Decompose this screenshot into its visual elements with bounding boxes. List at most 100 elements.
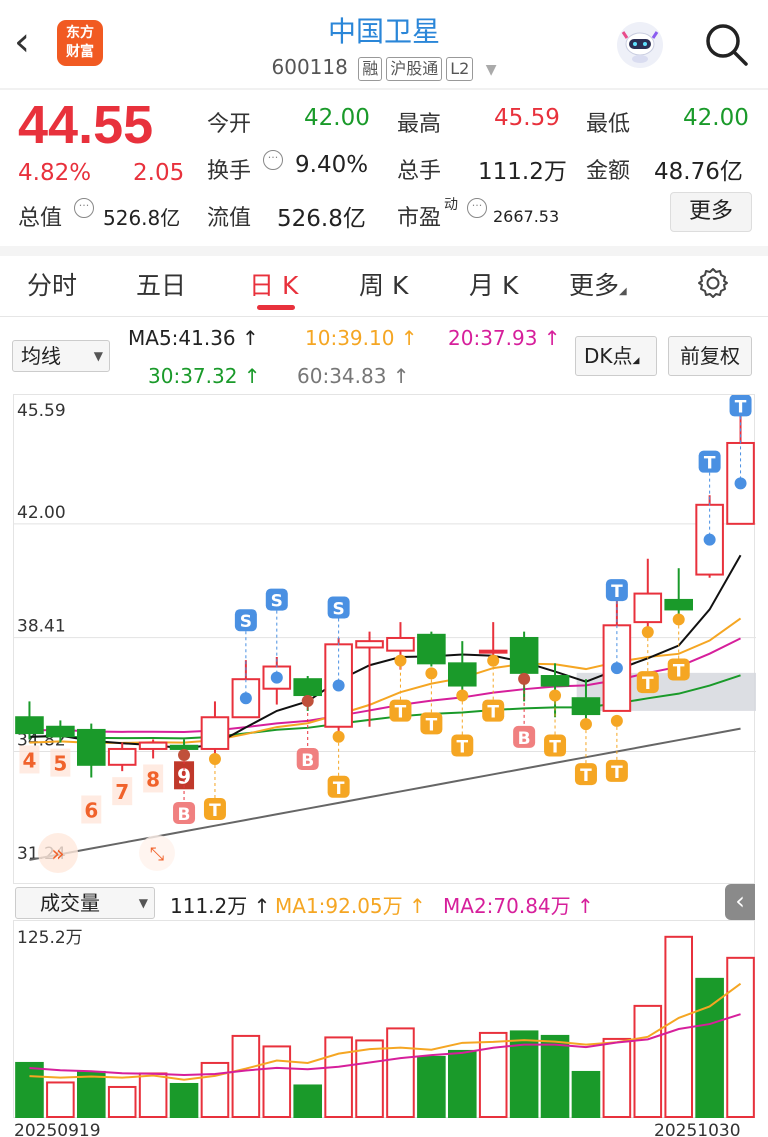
volume-bar: [200, 1061, 230, 1118]
candle-body: [200, 716, 230, 750]
volume-bar: [15, 1061, 44, 1118]
tab-more[interactable]: 更多◢: [569, 266, 627, 302]
signal-dot: [610, 662, 623, 675]
signal-dot: [703, 533, 716, 546]
mktcap-value: 526.8亿: [103, 206, 181, 230]
dk-number: 8: [146, 767, 160, 791]
sell-signal-badge-bg: [234, 609, 257, 632]
signal-dot: [178, 748, 191, 761]
change-amount: 2.05: [133, 160, 185, 186]
corner-triangle-icon: ◢: [632, 356, 640, 366]
active-tab-indicator: [257, 305, 295, 310]
dk-number: 6: [84, 798, 98, 822]
signal-dot: [394, 654, 407, 667]
take-signal-badge-bg: [574, 763, 597, 786]
more-button[interactable]: 更多: [670, 192, 752, 232]
volume-bar: [76, 1070, 106, 1118]
volume-bar: [726, 956, 755, 1118]
volume-selector-label: 成交量: [40, 891, 100, 915]
candle-body: [15, 716, 44, 735]
vol-ma2-text: MA2:70.84万: [443, 894, 571, 918]
dk-number: 5: [53, 752, 67, 776]
buy-signal-badge: B: [301, 751, 314, 771]
volume-chart: 125.2万: [13, 920, 755, 1119]
assistant-avatar[interactable]: [617, 22, 663, 68]
y-axis-label: 42.00: [17, 503, 66, 523]
amount-label: 金额: [586, 159, 631, 184]
tag-margin: 融: [358, 57, 383, 81]
volume-bar: [478, 1031, 508, 1118]
dk-point-button[interactable]: DK点◢: [575, 336, 657, 376]
vol-ma1-text: MA1:92.05万: [275, 894, 403, 918]
signal-dot: [641, 626, 654, 639]
candle-body: [478, 649, 508, 654]
turnover-value: 9.40%: [295, 152, 369, 178]
adjust-button[interactable]: 前复权: [668, 336, 752, 376]
logo-text: 东方: [66, 25, 94, 41]
candle-body: [509, 636, 539, 674]
volume-svg: 125.2万: [15, 928, 755, 1119]
sell-signal-badge-bg: [327, 596, 350, 619]
expand-icon: ⤡: [150, 844, 164, 865]
sell-signal-badge-bg: [698, 450, 721, 473]
signal-dot: [610, 714, 623, 727]
float-value: 526.8亿: [277, 206, 366, 232]
volume-bar: [46, 1081, 75, 1118]
take-signal-badge: T: [456, 738, 468, 758]
volume-label: 总手: [397, 159, 442, 184]
stock-name: 中国卫星: [327, 15, 440, 48]
high-label: 最高: [397, 112, 442, 137]
dk-number: 4: [22, 748, 36, 772]
divider: [0, 316, 768, 317]
tab-weekly-k[interactable]: 周 K: [359, 271, 409, 300]
info-icon[interactable]: ···: [467, 198, 487, 218]
buy-signal-badge-bg: [513, 725, 536, 748]
volume-bar: [138, 1072, 168, 1118]
tab-five-day[interactable]: 五日: [136, 271, 187, 300]
signal-dot: [518, 672, 531, 685]
kline-chart[interactable]: 45.5942.0038.4134.8231.24456789SSSTTTTTT…: [13, 394, 756, 884]
candle-body: [633, 592, 663, 624]
volume-bar: [324, 1036, 353, 1118]
expand-button: [139, 835, 175, 871]
stock-code: 600118: [271, 55, 348, 79]
sell-signal-badge: T: [735, 397, 747, 417]
volume-bar: [169, 1082, 199, 1119]
signal-dot: [332, 679, 345, 692]
ma10-value: 10:39.10 ↑: [305, 326, 418, 350]
tab-daily-k[interactable]: 日 K: [249, 271, 299, 300]
ma-selector[interactable]: 均线 ▼: [12, 340, 110, 372]
chevron-down-icon[interactable]: ▼: [485, 62, 497, 78]
gear-icon[interactable]: [696, 266, 730, 300]
sell-signal-badge-bg: [605, 579, 628, 602]
pe-dynamic-sup: 动: [444, 197, 458, 213]
take-signal-badge-bg: [667, 658, 690, 681]
search-icon[interactable]: [702, 20, 750, 68]
take-signal-badge-bg: [636, 671, 659, 694]
take-signal-badge: T: [549, 738, 561, 758]
logo-text: 财富: [66, 44, 94, 60]
info-icon[interactable]: ···: [263, 150, 283, 170]
volume-bar: [262, 1045, 292, 1118]
signal-dot: [549, 689, 562, 702]
back-icon[interactable]: ‹: [14, 19, 30, 65]
volume-selector[interactable]: 成交量 ▼: [15, 887, 155, 919]
ma20-text: 20:37.93: [448, 326, 538, 350]
ma5-text: MA5:41.36: [128, 326, 236, 350]
current-price: 44.55: [18, 95, 154, 155]
divider: [0, 88, 768, 90]
tab-intraday[interactable]: 分时: [27, 271, 78, 300]
low-value: 42.00: [683, 105, 749, 131]
candle-body: [46, 725, 75, 738]
signal-dot: [425, 667, 438, 680]
take-signal-badge-bg: [544, 734, 567, 757]
signal-dot: [239, 692, 252, 705]
info-icon[interactable]: ···: [74, 198, 94, 218]
sell-signal-badge-bg: [265, 588, 288, 611]
tab-monthly-k[interactable]: 月 K: [469, 271, 519, 300]
sell-signal-badge: S: [333, 600, 345, 620]
candle-body: [417, 633, 446, 665]
collapse-panel-button[interactable]: ‹: [725, 884, 755, 920]
y-axis-label: 38.41: [17, 617, 66, 637]
take-signal-badge-bg: [420, 712, 443, 735]
